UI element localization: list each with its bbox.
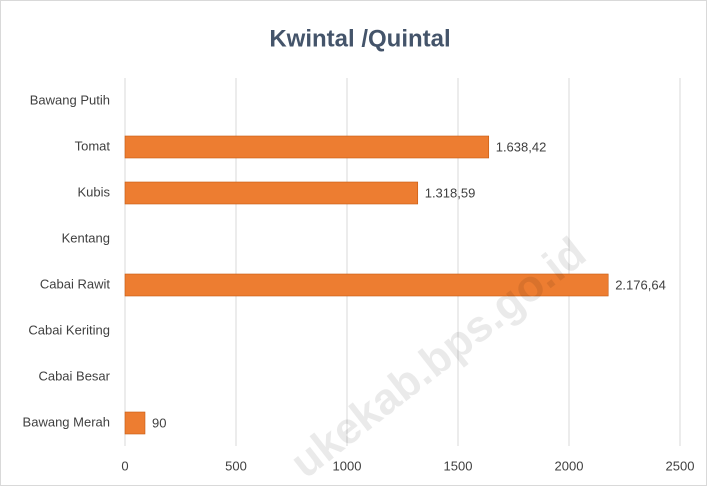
data-label: 2.176,64 <box>615 277 666 292</box>
data-label: 1.638,42 <box>496 139 547 154</box>
x-tick-label: 2000 <box>555 458 584 473</box>
y-tick-label: Cabai Rawit <box>40 276 110 291</box>
bar <box>124 135 490 159</box>
bar <box>124 411 146 435</box>
y-tick-label: Bawang Merah <box>23 414 110 429</box>
x-tick-label: 1000 <box>333 458 362 473</box>
bar <box>124 273 609 297</box>
x-tick-label: 1500 <box>444 458 473 473</box>
y-tick-label: Cabai Besar <box>38 368 110 383</box>
data-label: 1.318,59 <box>425 185 476 200</box>
y-tick-label: Cabai Keriting <box>28 322 110 337</box>
x-tick-label: 0 <box>121 458 128 473</box>
data-label: 90 <box>152 415 166 430</box>
y-tick-label: Bawang Putih <box>30 92 110 107</box>
bar <box>124 181 419 205</box>
chart-title: Kwintal /Quintal <box>269 25 450 52</box>
x-tick-label: 500 <box>225 458 247 473</box>
y-tick-label: Kentang <box>62 230 110 245</box>
y-tick-label: Tomat <box>75 138 111 153</box>
x-tick-label: 2500 <box>666 458 695 473</box>
y-tick-label: Kubis <box>77 184 110 199</box>
